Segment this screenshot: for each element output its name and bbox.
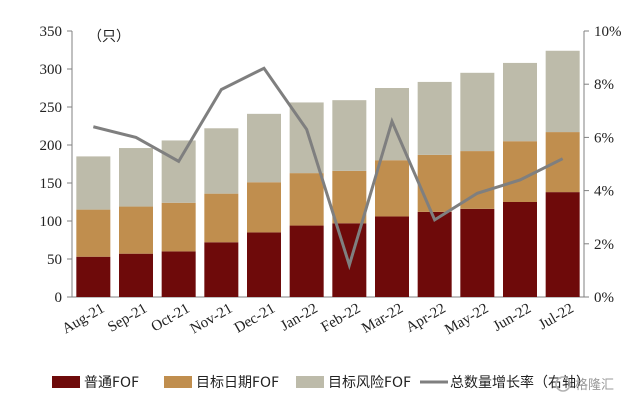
growth-line: [92, 66, 564, 271]
x-tick-label: Sep-21: [105, 301, 150, 336]
left-y-tick-label: 300: [40, 62, 63, 78]
bar-ordinary: [161, 251, 196, 297]
bar-target-date: [119, 206, 153, 254]
bar-ordinary: [503, 202, 537, 297]
x-tick-label: Jul-22: [536, 301, 576, 334]
axes: [67, 30, 589, 298]
bar-ordinary: [76, 256, 111, 297]
bar-target-date: [332, 170, 367, 224]
legend-target-risk-label: 目标风险FOF: [328, 375, 411, 391]
bar-target-risk: [332, 100, 367, 171]
bar-ordinary: [460, 208, 495, 297]
legend-growth-rate-label: 总数量增长率（右轴）: [450, 374, 590, 391]
right-y-tick-label: 4%: [594, 184, 614, 200]
bar-target-date: [375, 160, 409, 217]
bar-target-date: [247, 182, 281, 233]
bar-target-date: [545, 132, 580, 193]
x-tick-label: Jun-22: [491, 301, 534, 335]
bar-target-risk: [503, 62, 537, 142]
bar-ordinary: [247, 232, 281, 297]
bar-ordinary: [289, 225, 324, 297]
left-y-tick-label: 250: [40, 100, 63, 116]
watermark-text: 格隆汇: [575, 377, 614, 393]
legend-target-date-swatch: [164, 376, 192, 388]
x-tick-label: Aug-21: [60, 301, 108, 338]
left-y-tick-label: 50: [47, 252, 62, 268]
bar-target-risk: [161, 140, 196, 203]
watermark: 格隆汇: [555, 376, 614, 393]
right-y-tick-labels: 0% 2% 4% 6% 8% 10%: [594, 24, 622, 306]
x-tick-label: Feb-22: [319, 301, 364, 336]
x-tick-label: May-22: [442, 301, 491, 339]
left-y-tick-label: 100: [40, 214, 63, 230]
right-y-tick-label: 2%: [594, 237, 614, 253]
bar-ordinary: [119, 253, 153, 297]
bar-target-risk: [204, 128, 239, 194]
bar-target-risk: [119, 148, 153, 207]
legend: 普通FOF 目标日期FOF 目标风险FOF 总数量增长率（右轴）: [52, 374, 590, 391]
growth-rate-line: [92, 66, 564, 271]
bar-ordinary: [204, 242, 239, 297]
bar-target-risk: [545, 50, 580, 133]
left-axis-unit-label: （只）: [88, 29, 130, 45]
bar-ordinary: [375, 216, 409, 297]
legend-target-risk-swatch: [296, 376, 324, 388]
left-y-tick-label: 150: [40, 176, 63, 192]
bar-ordinary: [545, 192, 580, 297]
bars: [76, 50, 580, 297]
legend-ordinary-swatch: [52, 376, 80, 388]
bar-target-date: [503, 141, 537, 202]
left-y-tick-label: 350: [40, 24, 63, 40]
watermark-logo-icon: [555, 376, 571, 392]
left-y-tick-label: 0: [55, 290, 63, 306]
legend-target-date-label: 目标日期FOF: [196, 375, 279, 391]
x-tick-label: Nov-21: [188, 301, 236, 338]
x-tick-label: Mar-22: [359, 301, 406, 337]
bar-target-date: [76, 209, 111, 257]
x-tick-label: Dec-21: [232, 301, 278, 337]
bar-target-date: [161, 202, 196, 252]
x-tick-label: Jan-22: [278, 301, 321, 335]
bar-target-risk: [417, 81, 452, 155]
x-tick-label: Oct-21: [149, 301, 193, 336]
right-y-tick-label: 0%: [594, 290, 614, 306]
x-tick-label: Apr-22: [403, 301, 448, 336]
left-y-tick-label: 200: [40, 138, 63, 154]
bar-target-date: [289, 173, 324, 226]
right-y-tick-label: 10%: [594, 24, 622, 40]
bar-target-date: [417, 154, 452, 212]
bar-target-risk: [460, 72, 495, 152]
bar-target-risk: [76, 156, 111, 210]
left-y-tick-labels: 0 50 100 150 200 250 300 350: [40, 24, 63, 306]
legend-ordinary-label: 普通FOF: [84, 375, 139, 391]
bar-target-risk: [247, 113, 281, 183]
right-y-tick-label: 6%: [594, 130, 614, 146]
bar-ordinary: [417, 211, 452, 297]
bar-target-date: [204, 193, 239, 243]
right-y-tick-label: 8%: [594, 77, 614, 93]
